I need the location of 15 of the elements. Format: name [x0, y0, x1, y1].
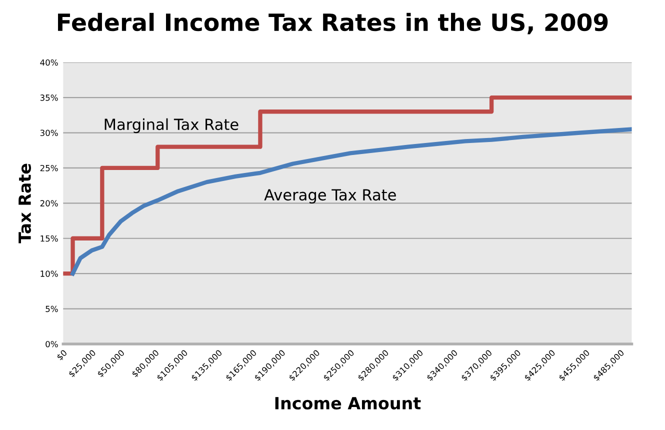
y-tick-label: 15% — [40, 235, 58, 242]
y-tick-label: 10% — [40, 270, 58, 277]
y-tick-label: 35% — [40, 94, 58, 101]
y-tick-label: 0% — [46, 340, 58, 348]
y-tick-label: 25% — [40, 164, 58, 172]
y-tick-label: 20% — [40, 200, 58, 206]
y-axis-title: Tax Rate — [18, 164, 32, 244]
y-tick-label: 30% — [40, 130, 58, 136]
x-tick-label: $0 — [56, 349, 68, 362]
x-axis-title: Income Amount — [275, 397, 421, 410]
annotation: Average Tax Rate — [264, 189, 396, 204]
y-tick-label: 40% — [40, 59, 58, 66]
y-tick-label: 5% — [46, 306, 58, 312]
chart-title: Federal Income Tax Rates in the US, 2009 — [58, 12, 608, 34]
annotation: Marginal Tax Rate — [104, 118, 238, 134]
